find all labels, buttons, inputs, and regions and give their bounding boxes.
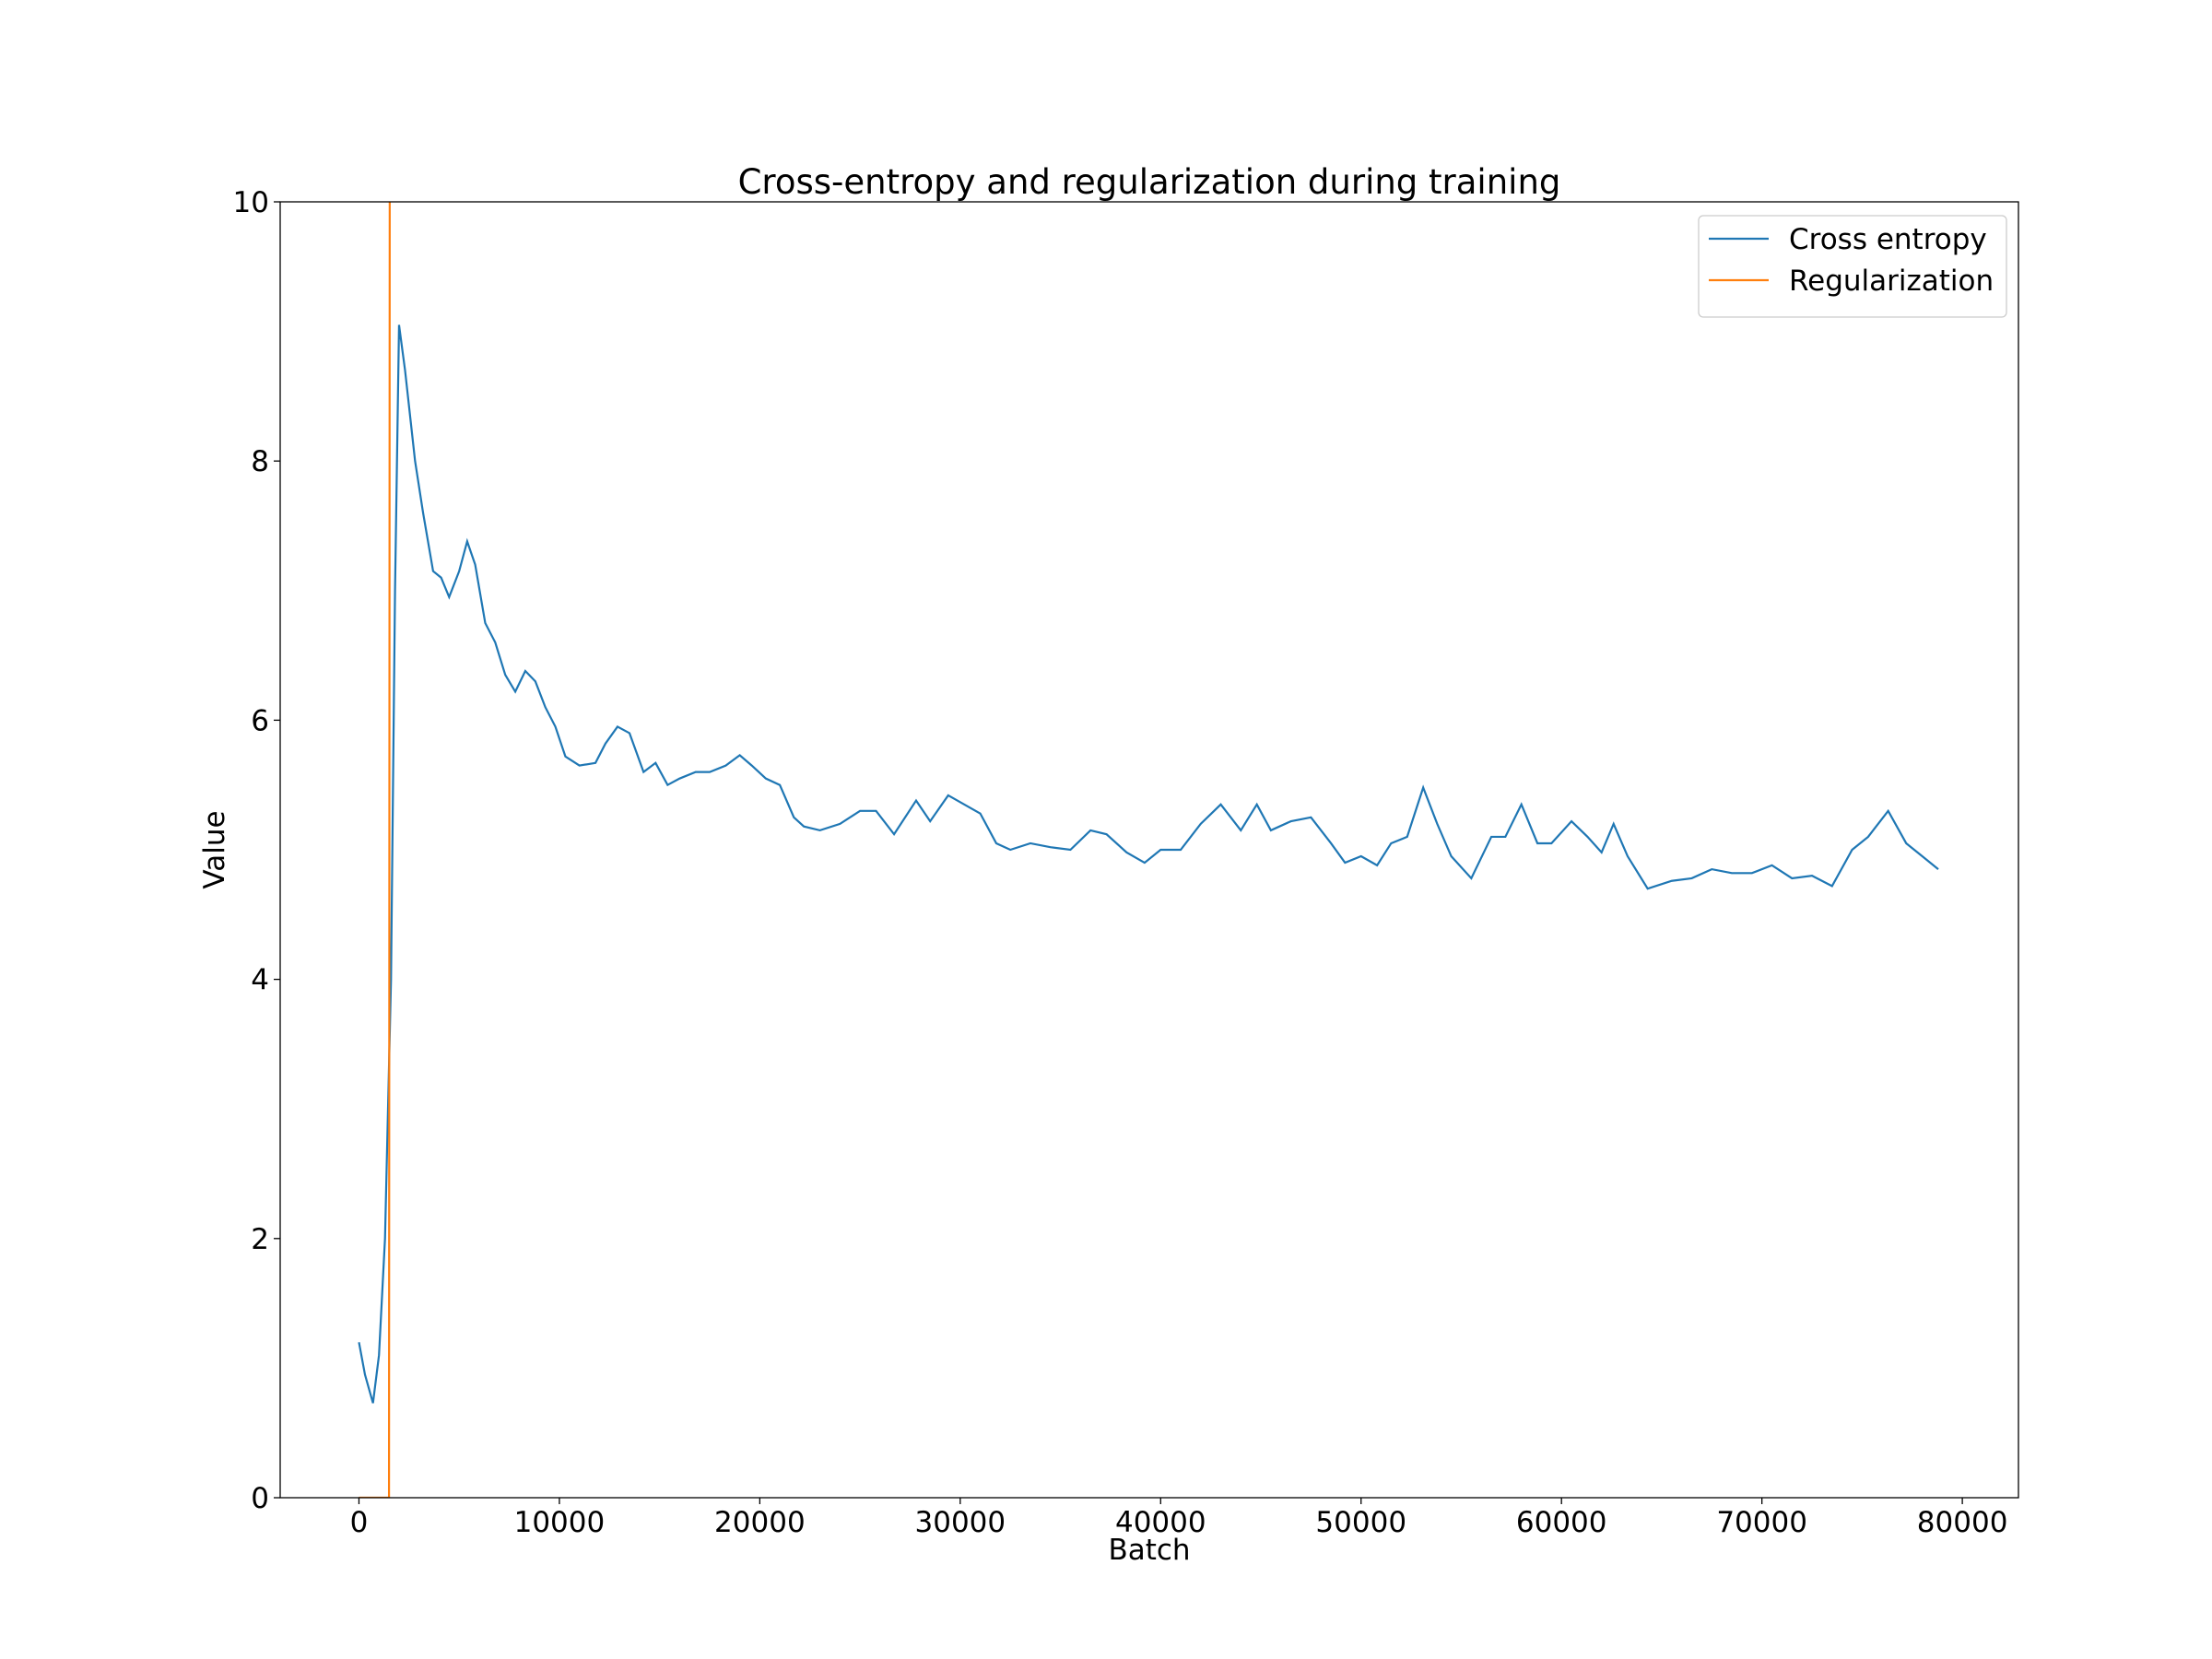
- y-tick-label: 10: [233, 186, 269, 219]
- data-line: [358, 324, 1939, 1404]
- x-tick-label: 80000: [1917, 1506, 2008, 1539]
- y-tick-label: 4: [251, 964, 269, 997]
- x-tick-label: 0: [350, 1506, 369, 1539]
- y-tick-label: 6: [251, 704, 269, 737]
- x-tick-label: 70000: [1716, 1506, 1807, 1539]
- x-tick-label: 40000: [1115, 1506, 1206, 1539]
- plot-area: [358, 202, 1939, 1498]
- y-tick-label: 0: [251, 1482, 269, 1515]
- x-tick-label: 20000: [714, 1506, 806, 1539]
- x-axis-label: Batch: [1108, 1534, 1190, 1567]
- x-tick-label: 50000: [1315, 1506, 1406, 1539]
- axes-frame: [279, 201, 2019, 1499]
- y-tick-label: 2: [251, 1223, 269, 1256]
- x-tick-label: 10000: [514, 1506, 606, 1539]
- y-tick-label: 8: [251, 445, 269, 478]
- legend-label: Regularization: [1789, 265, 1994, 298]
- x-tick-label: 30000: [915, 1506, 1006, 1539]
- legend-label: Cross entropy: [1789, 223, 1987, 256]
- chart-title: Cross-entropy and regularization during …: [738, 162, 1561, 202]
- data-line: [359, 202, 391, 1498]
- y-axis-label: Value: [198, 810, 231, 888]
- legend-box: [1698, 215, 2007, 318]
- x-tick-label: 60000: [1516, 1506, 1607, 1539]
